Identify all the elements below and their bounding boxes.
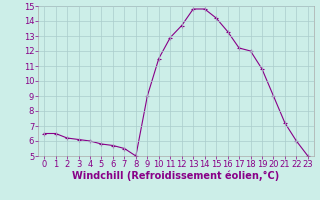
X-axis label: Windchill (Refroidissement éolien,°C): Windchill (Refroidissement éolien,°C) bbox=[72, 171, 280, 181]
